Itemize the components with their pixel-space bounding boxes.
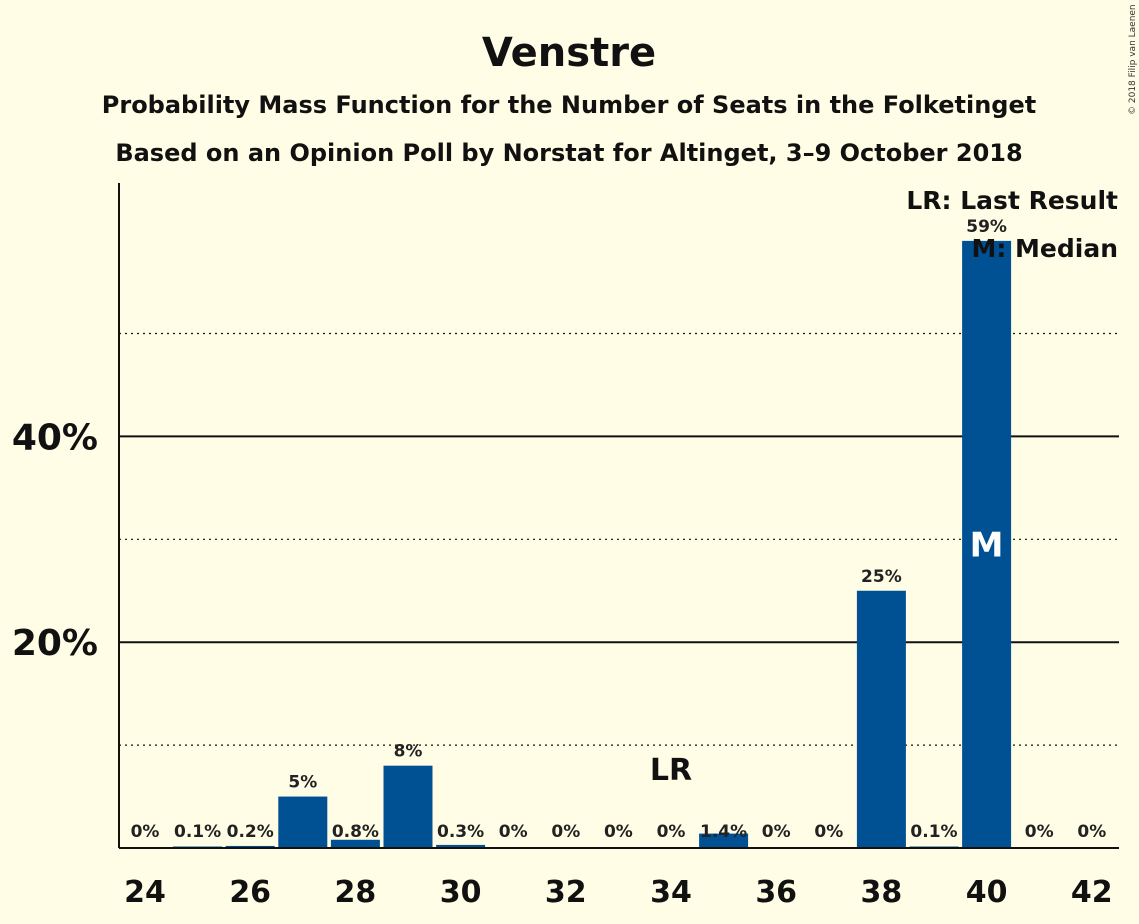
bar: [278, 796, 328, 848]
copyright-text: © 2018 Filip van Laenen: [1128, 4, 1138, 115]
data-label: 0%: [604, 822, 633, 842]
bar-layer: [173, 240, 1012, 848]
data-label: 0%: [657, 822, 686, 842]
data-label: 8%: [394, 742, 423, 762]
y-tick-label: 20%: [12, 623, 98, 664]
data-label: 1.4%: [700, 822, 747, 842]
data-label: 0.2%: [227, 822, 274, 842]
data-label: 0%: [551, 822, 580, 842]
label-layer: 20% 40% 24 26 28 30 32 34 36 38 40 42 0% 0.1% 0.2% 5% 0.…: [12, 217, 1113, 910]
bar: [225, 845, 275, 848]
data-label: 0%: [131, 822, 160, 842]
data-label: 25%: [861, 567, 902, 587]
data-label: 59%: [966, 217, 1007, 237]
x-tick-label: 42: [1071, 875, 1113, 910]
bar: [383, 765, 433, 848]
x-tick-label: 24: [124, 875, 166, 910]
y-tick-label: 40%: [12, 417, 98, 458]
legend-last-result: LR: Last Result: [906, 186, 1118, 215]
bar: [699, 833, 749, 848]
last-result-marker: LR: [650, 753, 692, 788]
grid-layer: [119, 332, 1119, 746]
median-marker: M: [970, 525, 1004, 565]
data-label: 5%: [288, 773, 317, 793]
x-tick-label: 38: [861, 875, 903, 910]
legend-median: M: Median: [971, 234, 1118, 263]
x-tick-label: 30: [440, 875, 482, 910]
data-label: 0%: [814, 822, 843, 842]
bar: [962, 240, 1012, 848]
x-tick-label: 36: [755, 875, 797, 910]
x-tick-label: 34: [650, 875, 692, 910]
x-tick-label: 28: [335, 875, 377, 910]
bar: [856, 590, 906, 848]
data-label: 0.8%: [332, 822, 379, 842]
data-label: 0%: [1077, 822, 1106, 842]
data-label: 0.3%: [437, 822, 484, 842]
data-label: 0%: [762, 822, 791, 842]
chart-subtitle-2: Based on an Opinion Poll by Norstat for …: [115, 139, 1022, 167]
bar: [436, 844, 486, 848]
chart-subtitle-1: Probability Mass Function for the Number…: [102, 91, 1036, 119]
data-label: 0%: [1025, 822, 1054, 842]
data-label: 0%: [499, 822, 528, 842]
data-label: 0.1%: [910, 822, 957, 842]
bar: [330, 839, 380, 848]
x-tick-label: 32: [545, 875, 587, 910]
data-label: 0.1%: [174, 822, 221, 842]
x-tick-label: 40: [966, 875, 1008, 910]
x-tick-label: 26: [229, 875, 271, 910]
chart-title: Venstre: [482, 30, 656, 76]
